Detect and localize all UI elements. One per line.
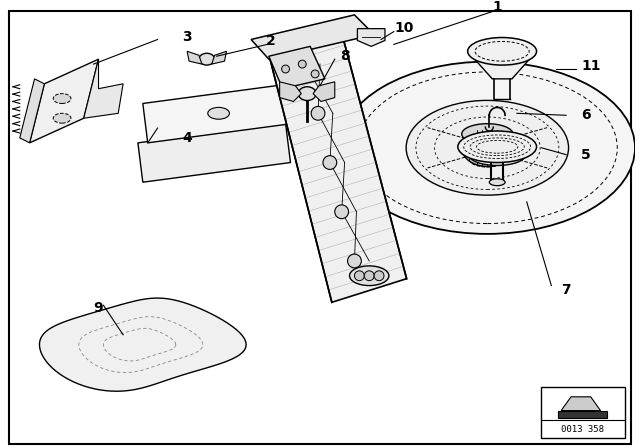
Polygon shape — [212, 52, 227, 64]
Circle shape — [348, 254, 362, 268]
Polygon shape — [251, 15, 374, 59]
Circle shape — [323, 155, 337, 169]
Text: 5: 5 — [581, 148, 591, 162]
Text: 4: 4 — [182, 131, 192, 145]
Circle shape — [311, 70, 319, 78]
Text: 6: 6 — [581, 108, 591, 122]
Text: 8: 8 — [340, 49, 349, 63]
Polygon shape — [561, 397, 600, 411]
Text: 3: 3 — [182, 30, 192, 43]
Text: 10: 10 — [394, 21, 413, 34]
Polygon shape — [357, 29, 385, 47]
Ellipse shape — [53, 94, 71, 103]
Text: 7: 7 — [561, 284, 571, 297]
Ellipse shape — [468, 38, 536, 65]
Circle shape — [374, 271, 384, 280]
Text: 11: 11 — [581, 59, 600, 73]
Circle shape — [335, 205, 349, 219]
Ellipse shape — [199, 53, 214, 65]
Ellipse shape — [298, 87, 316, 100]
Polygon shape — [187, 52, 202, 64]
Circle shape — [311, 107, 325, 120]
Bar — [541, 387, 625, 438]
Ellipse shape — [468, 144, 525, 165]
Ellipse shape — [461, 129, 513, 167]
Circle shape — [364, 271, 374, 280]
Circle shape — [355, 271, 364, 280]
Text: 9: 9 — [93, 301, 103, 315]
Polygon shape — [40, 298, 246, 391]
Polygon shape — [84, 59, 123, 118]
Ellipse shape — [490, 179, 505, 185]
Polygon shape — [280, 82, 301, 102]
Ellipse shape — [461, 124, 513, 144]
Bar — [558, 411, 607, 418]
Polygon shape — [29, 59, 99, 143]
Polygon shape — [20, 79, 44, 143]
Circle shape — [282, 65, 289, 73]
Polygon shape — [269, 47, 325, 89]
Text: 0013 358: 0013 358 — [561, 425, 604, 434]
Ellipse shape — [458, 131, 536, 163]
Polygon shape — [313, 82, 335, 102]
Polygon shape — [468, 52, 536, 79]
Ellipse shape — [208, 108, 229, 119]
Polygon shape — [143, 84, 296, 143]
Ellipse shape — [349, 266, 389, 285]
Circle shape — [298, 57, 312, 71]
Ellipse shape — [53, 113, 71, 123]
Polygon shape — [138, 123, 291, 182]
Ellipse shape — [340, 62, 635, 234]
Ellipse shape — [406, 100, 568, 195]
Circle shape — [298, 60, 306, 68]
Text: 1: 1 — [492, 0, 502, 14]
Polygon shape — [269, 33, 406, 302]
Text: 2: 2 — [266, 34, 276, 48]
